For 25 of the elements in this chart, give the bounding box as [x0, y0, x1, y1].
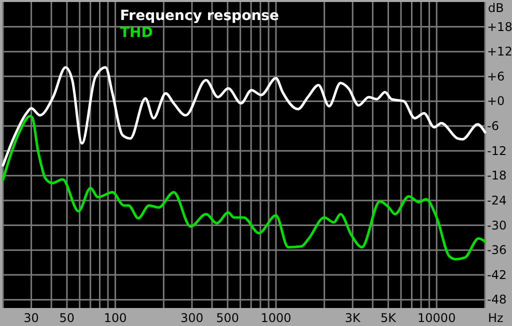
y-tick-label: -6	[487, 119, 499, 134]
y-tick-label: +12	[487, 44, 512, 59]
x-axis-title: Hz	[488, 311, 504, 325]
y-tick-label: -12	[487, 144, 507, 158]
x-tick-label: 1000	[260, 311, 292, 325]
x-tick-label: 5K	[380, 311, 398, 325]
y-tick-label: -24	[487, 193, 507, 208]
x-tick-label: 10000	[418, 311, 456, 325]
y-tick-label: -30	[487, 218, 507, 232]
text: Frequency response	[120, 8, 279, 24]
y-tick-label: +18	[487, 20, 512, 34]
y-tick-label: -36	[487, 243, 507, 258]
x-tick-label: 50	[59, 311, 75, 325]
y-tick-label: -42	[487, 268, 507, 282]
text: THD	[120, 25, 153, 41]
x-tick-label: 300	[180, 311, 204, 325]
text: 30	[24, 311, 39, 325]
y-tick-label: -18	[487, 168, 507, 183]
y-axis-title: dB	[488, 1, 504, 15]
x-tick-label: 100	[104, 311, 127, 325]
y-tick-label: -48	[487, 292, 507, 307]
x-tick-label: 3K	[344, 311, 362, 325]
x-tick-label: 500	[216, 311, 240, 325]
y-tick-label: +0	[487, 94, 505, 108]
y-tick-label: +6	[487, 69, 505, 84]
